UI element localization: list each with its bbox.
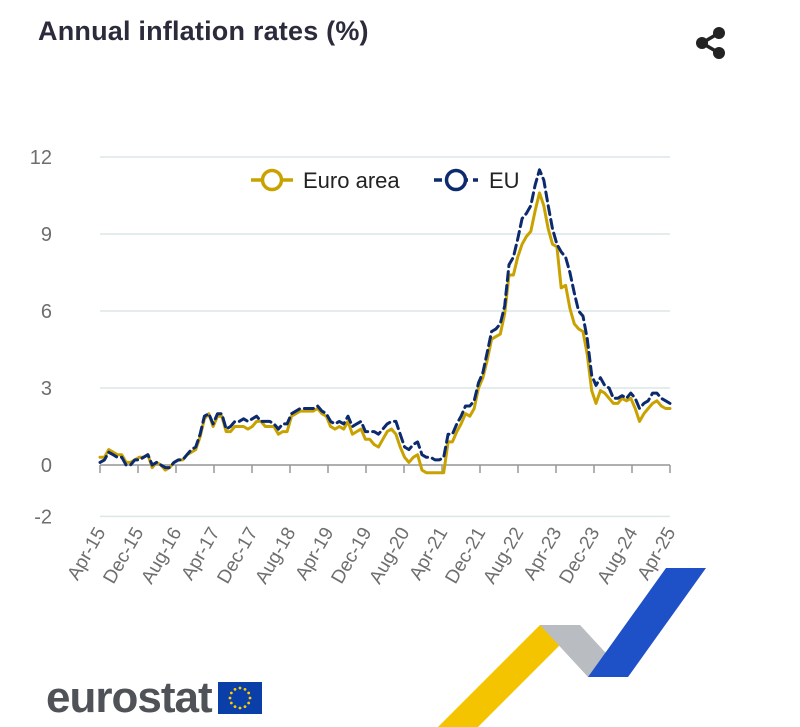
decorative-swoosh: [438, 568, 706, 727]
page-title: Annual inflation rates (%): [38, 16, 369, 46]
chart-legend: Euro area EU: [251, 168, 520, 193]
legend-label-euro-area: Euro area: [303, 168, 400, 193]
legend-marker-eu: [444, 168, 468, 192]
y-tick-label: -2: [34, 506, 52, 528]
share-button[interactable]: [690, 22, 732, 64]
legend-item-eu[interactable]: EU: [434, 168, 520, 193]
y-axis-ticks: 12 9 6 3 0 -2: [30, 147, 52, 528]
swoosh-yellow: [438, 625, 580, 727]
y-tick-label: 0: [41, 455, 52, 477]
brand-name: eurostat: [46, 673, 213, 722]
swoosh-blue: [588, 568, 706, 677]
legend-item-euro-area[interactable]: Euro area: [251, 168, 400, 193]
y-tick-label: 12: [30, 147, 52, 169]
y-tick-label: 6: [41, 301, 52, 323]
eurostat-logo: eurostat: [46, 676, 262, 720]
x-axis: Apr-15Dec-15Aug-16Apr-17Dec-17Aug-18Apr-…: [64, 464, 680, 588]
series-line-euro-area[interactable]: [98, 191, 672, 475]
y-tick-label: 3: [41, 378, 52, 400]
series-line-eu[interactable]: [98, 168, 672, 470]
chart-series: [98, 168, 672, 475]
eu-flag-icon: [217, 682, 262, 714]
share-icon: [696, 27, 725, 59]
y-tick-label: 9: [41, 224, 52, 246]
legend-marker-euro-area: [260, 168, 284, 192]
legend-label-eu: EU: [489, 168, 520, 193]
